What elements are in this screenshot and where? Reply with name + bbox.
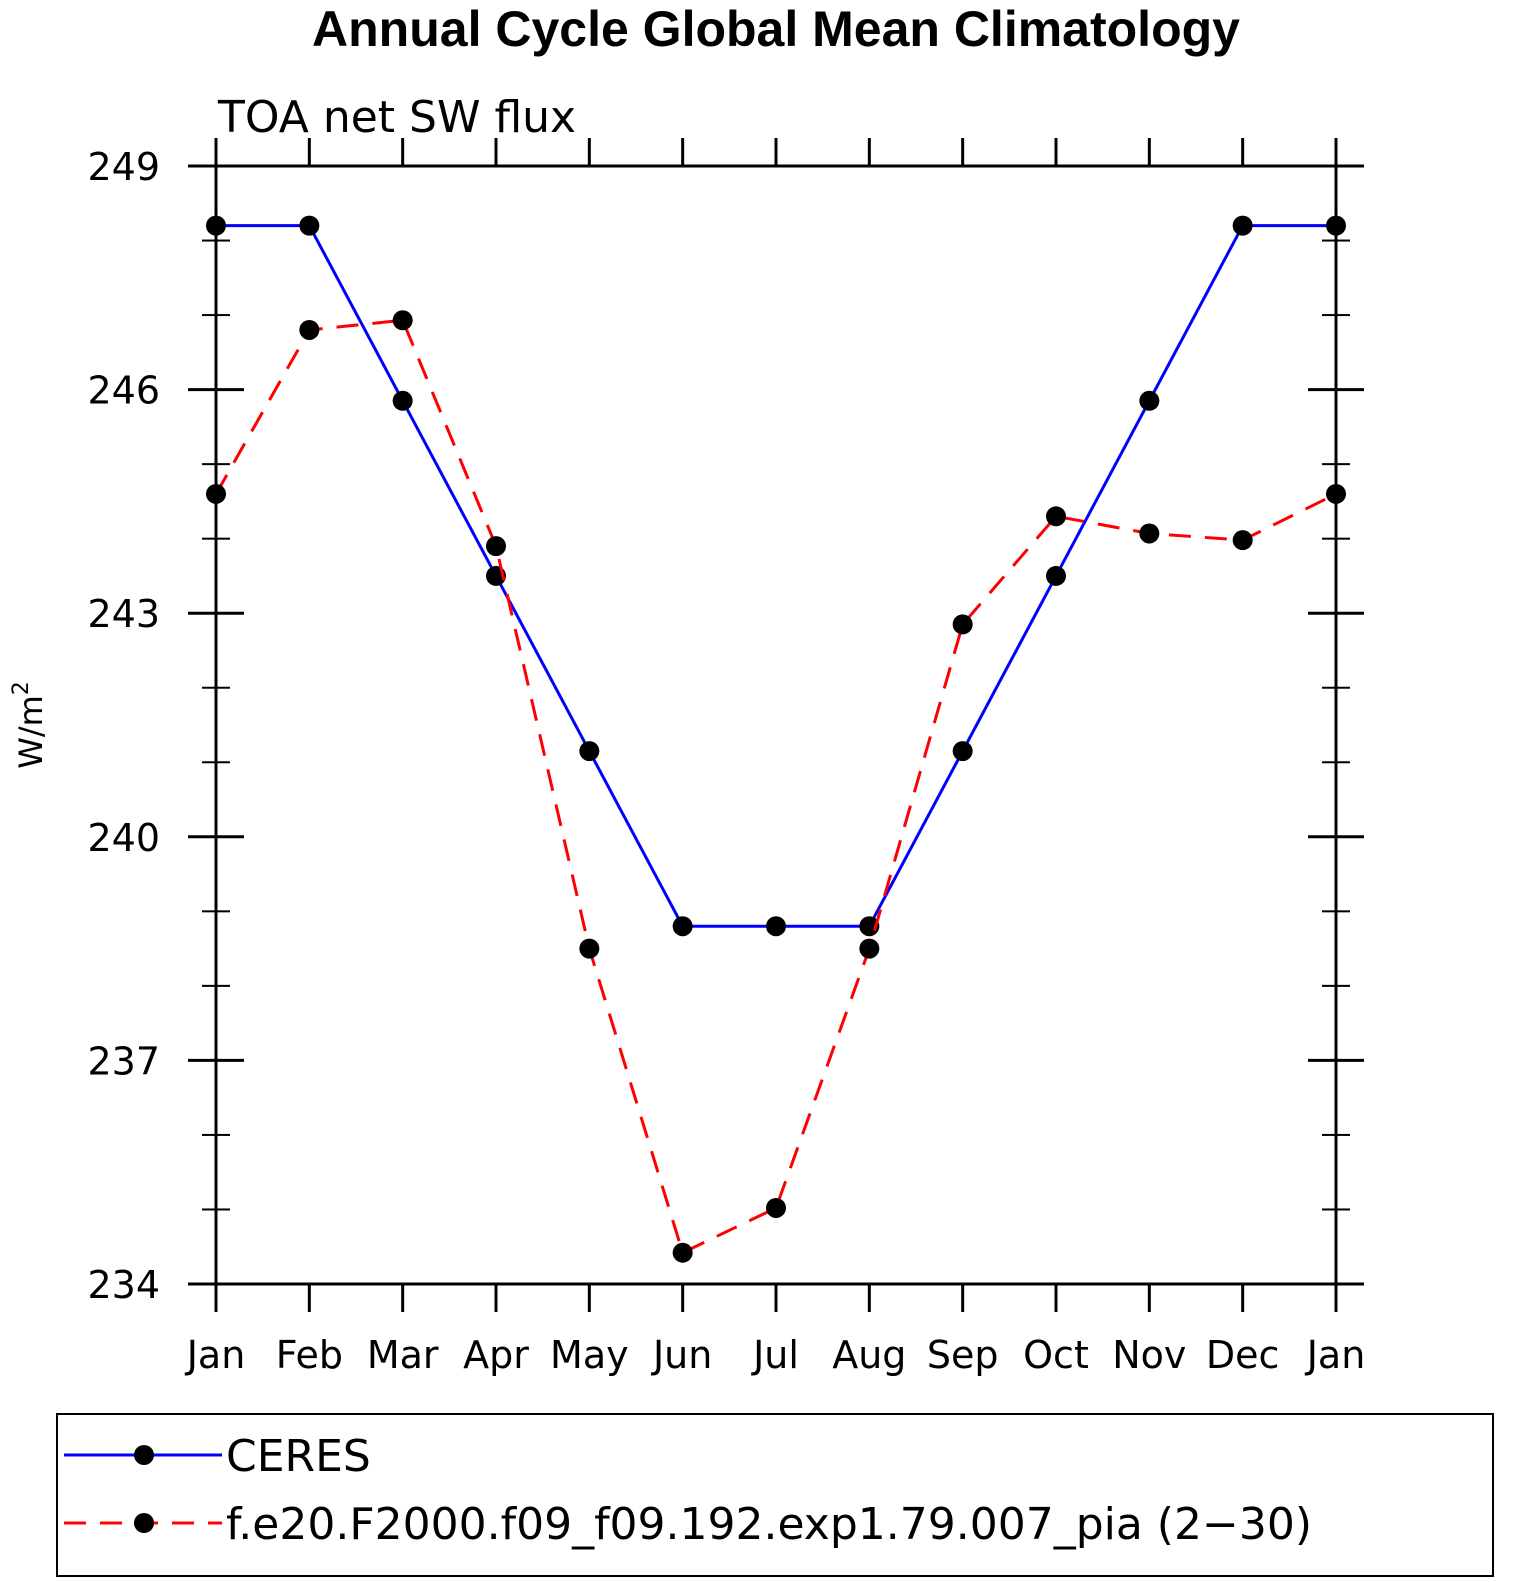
data-point bbox=[1046, 565, 1066, 586]
data-point bbox=[579, 938, 600, 959]
x-tick-label: Sep bbox=[927, 1333, 999, 1377]
y-tick-label: 246 bbox=[87, 369, 160, 413]
data-point bbox=[392, 390, 413, 411]
legend-box bbox=[56, 1413, 1494, 1577]
x-tick-label: Mar bbox=[367, 1333, 439, 1377]
legend-label-0: CERES bbox=[226, 1431, 371, 1482]
data-point bbox=[952, 614, 973, 635]
data-point bbox=[206, 483, 226, 504]
data-point bbox=[486, 536, 506, 557]
x-tick-label: Jan bbox=[1305, 1333, 1366, 1377]
x-tick-label: Apr bbox=[463, 1333, 529, 1377]
y-tick-label: 237 bbox=[87, 1039, 160, 1083]
data-point bbox=[672, 916, 693, 937]
data-point bbox=[1232, 215, 1253, 236]
chart-title: Annual Cycle Global Mean Climatology bbox=[312, 1, 1240, 57]
data-point bbox=[1139, 523, 1160, 544]
x-tick-label: Jun bbox=[651, 1333, 712, 1377]
legend: CERES f.e20.F2000.f09_f09.192.exp1.79.007… bbox=[56, 1413, 1494, 1577]
y-axis-label: W/m2 bbox=[9, 681, 50, 769]
data-point bbox=[952, 741, 973, 762]
data-point bbox=[1326, 215, 1346, 236]
series-line-1 bbox=[214, 318, 1337, 1255]
data-point bbox=[299, 319, 320, 340]
data-point bbox=[766, 1197, 786, 1218]
data-point bbox=[672, 1242, 693, 1263]
data-point bbox=[859, 916, 880, 937]
data-point bbox=[1139, 390, 1160, 411]
y-axis-label-superscript: 2 bbox=[9, 681, 34, 695]
series-0 bbox=[206, 215, 1346, 937]
data-point bbox=[206, 215, 226, 236]
x-tick-label: Aug bbox=[832, 1333, 906, 1377]
x-tick-label: Oct bbox=[1023, 1333, 1089, 1377]
data-point bbox=[1232, 530, 1253, 551]
series-layer bbox=[206, 215, 1346, 1263]
y-tick-label: 234 bbox=[87, 1263, 160, 1307]
series-line-0 bbox=[216, 224, 1336, 928]
data-point bbox=[1326, 483, 1346, 504]
axes: Jan Feb Mar Apr May Jun Jul Aug Sep Oct Nov Dec Jan 2… bbox=[87, 138, 1365, 1377]
data-point bbox=[766, 916, 786, 937]
x-tick-label: Jan bbox=[185, 1333, 246, 1377]
data-point bbox=[299, 215, 320, 236]
x-tick-label: Feb bbox=[276, 1333, 343, 1377]
data-point bbox=[392, 310, 413, 331]
chart-subtitle: TOA net SW flux bbox=[217, 92, 576, 143]
x-tick-label: May bbox=[550, 1333, 629, 1377]
legend-label-1: f.e20.F2000.f09_f09.192.exp1.79.007_pia … bbox=[226, 1499, 1312, 1550]
y-axis-label-text: W/m bbox=[12, 695, 50, 769]
y-tick-label: 240 bbox=[87, 816, 160, 860]
x-tick-label: Dec bbox=[1206, 1333, 1280, 1377]
series-1 bbox=[206, 310, 1346, 1263]
y-tick-label: 243 bbox=[87, 592, 160, 636]
data-point bbox=[1046, 506, 1066, 527]
x-tick-label: Nov bbox=[1112, 1333, 1186, 1377]
data-point bbox=[859, 938, 880, 959]
y-tick-label: 249 bbox=[87, 145, 160, 189]
x-tick-label: Jul bbox=[751, 1333, 799, 1377]
legend-marker-1 bbox=[134, 1513, 154, 1533]
data-point bbox=[579, 741, 600, 762]
legend-marker-0 bbox=[134, 1445, 154, 1465]
